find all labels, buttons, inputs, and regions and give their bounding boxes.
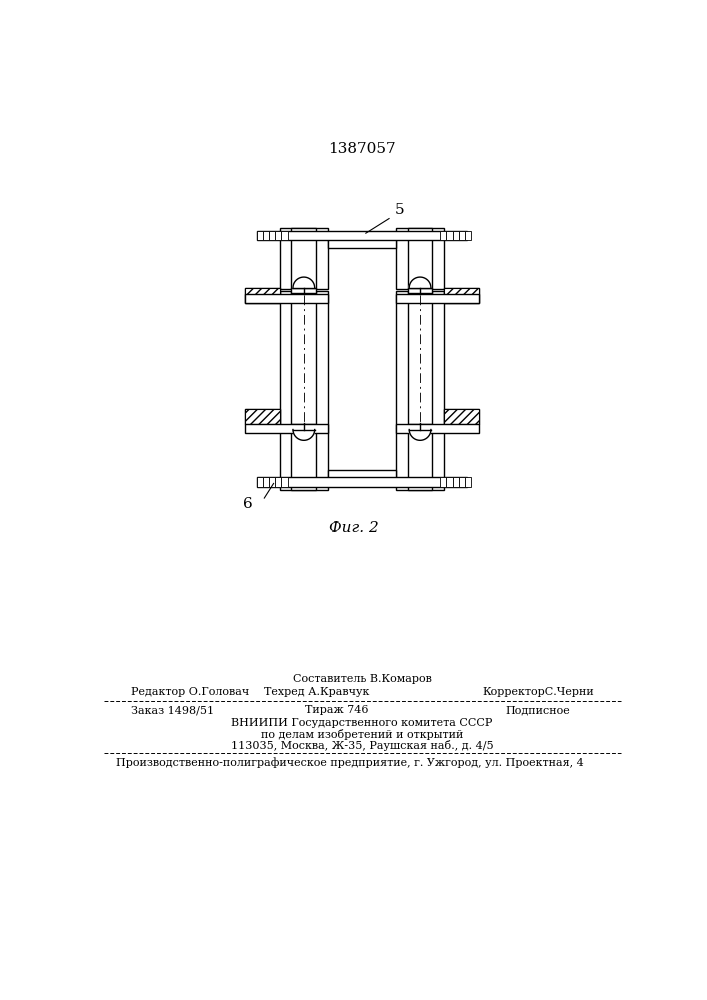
Bar <box>465 231 472 240</box>
Bar <box>328 234 396 248</box>
Bar <box>396 424 479 433</box>
Bar <box>269 477 275 487</box>
Bar <box>452 477 459 487</box>
Bar <box>465 477 472 487</box>
Bar <box>263 477 269 487</box>
Bar <box>280 291 328 428</box>
Text: 113035, Москва, Ж-35, Раушская наб., д. 4/5: 113035, Москва, Ж-35, Раушская наб., д. … <box>230 740 493 751</box>
Bar <box>444 409 479 424</box>
Bar <box>444 288 479 303</box>
Bar <box>281 231 288 240</box>
Polygon shape <box>293 277 315 288</box>
Text: 5: 5 <box>395 203 404 217</box>
Polygon shape <box>409 430 431 440</box>
Text: Редактор О.Головач: Редактор О.Головач <box>131 687 250 697</box>
Bar <box>269 231 275 240</box>
Bar <box>459 477 465 487</box>
Bar <box>446 231 452 240</box>
Bar <box>245 409 280 424</box>
Text: 1387057: 1387057 <box>328 142 396 156</box>
Bar <box>245 288 280 303</box>
Bar <box>440 231 446 240</box>
Bar <box>408 424 433 430</box>
Text: Техред А.Кравчук: Техред А.Кравчук <box>264 687 370 697</box>
Bar <box>257 477 467 487</box>
Bar <box>408 288 433 293</box>
Text: по делам изобретений и открытий: по делам изобретений и открытий <box>261 729 463 740</box>
Bar <box>408 228 433 289</box>
Text: ВНИИПИ Государственного комитета СССР: ВНИИПИ Государственного комитета СССР <box>231 718 493 728</box>
Bar <box>281 477 288 487</box>
Bar <box>396 291 444 428</box>
Bar <box>245 409 280 424</box>
Bar <box>275 477 281 487</box>
Bar <box>396 428 444 490</box>
Bar <box>444 288 479 303</box>
Bar <box>396 294 479 303</box>
Bar <box>291 228 316 289</box>
Text: Заказ 1498/51: Заказ 1498/51 <box>131 705 214 715</box>
Bar <box>440 477 446 487</box>
Text: КорректорС.Черни: КорректорС.Черни <box>482 687 594 697</box>
Text: Производственно-полиграфическое предприятие, г. Ужгород, ул. Проектная, 4: Производственно-полиграфическое предприя… <box>115 757 583 768</box>
Bar <box>275 231 281 240</box>
Bar <box>459 231 465 240</box>
Bar <box>408 428 433 490</box>
Bar <box>245 294 328 303</box>
Bar <box>408 291 433 428</box>
Text: Тираж 746: Тираж 746 <box>305 705 368 715</box>
Text: Фиг. 2: Фиг. 2 <box>329 521 379 535</box>
Bar <box>257 231 467 240</box>
Bar <box>396 228 444 289</box>
Bar <box>257 477 263 487</box>
Bar <box>280 228 328 289</box>
Text: Подписное: Подписное <box>506 705 571 715</box>
Bar <box>280 428 328 490</box>
Polygon shape <box>409 277 431 288</box>
Text: Составитель В.Комаров: Составитель В.Комаров <box>293 674 431 684</box>
Bar <box>291 428 316 490</box>
Bar <box>291 288 316 293</box>
Bar <box>245 424 328 433</box>
Bar <box>452 231 459 240</box>
Bar <box>263 231 269 240</box>
Bar <box>291 424 316 430</box>
Text: 6: 6 <box>243 497 252 511</box>
Bar <box>245 288 280 303</box>
Bar <box>257 231 263 240</box>
Polygon shape <box>293 430 315 440</box>
Bar <box>291 291 316 428</box>
Bar <box>328 470 396 483</box>
Bar <box>446 477 452 487</box>
Bar <box>444 409 479 424</box>
